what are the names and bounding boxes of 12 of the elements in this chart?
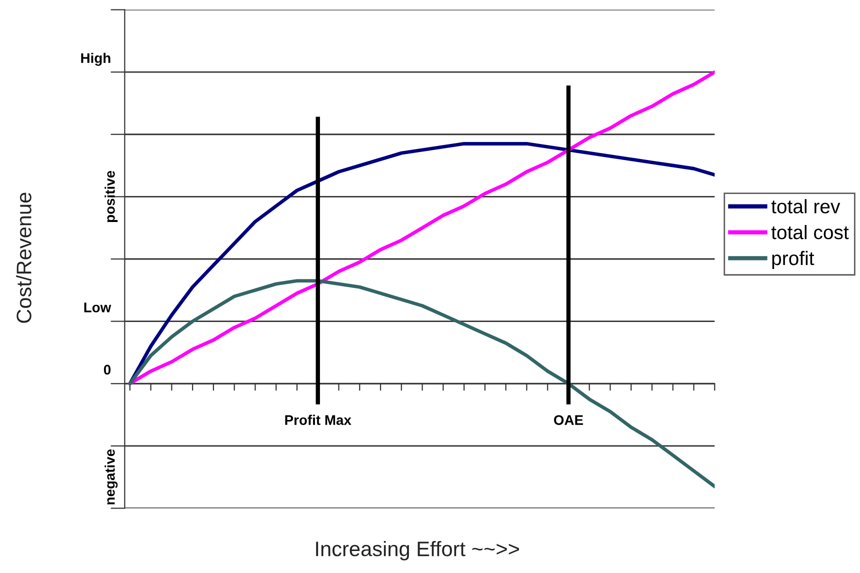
y-axis-title: Cost/Revenue	[16, 192, 32, 323]
legend-label: total cost	[771, 225, 849, 240]
text: 0	[104, 364, 111, 375]
text: positive	[104, 170, 118, 222]
legend-label: profit	[772, 250, 814, 270]
text: High	[81, 52, 110, 66]
text: negative	[104, 449, 118, 504]
x-axis-title: Increasing Effort ~~>>	[316, 540, 519, 560]
annotation: OAE	[554, 415, 583, 425]
text: Low	[84, 302, 112, 312]
legend-label: total rev	[771, 199, 840, 214]
annotation: Profit Max	[285, 414, 352, 425]
